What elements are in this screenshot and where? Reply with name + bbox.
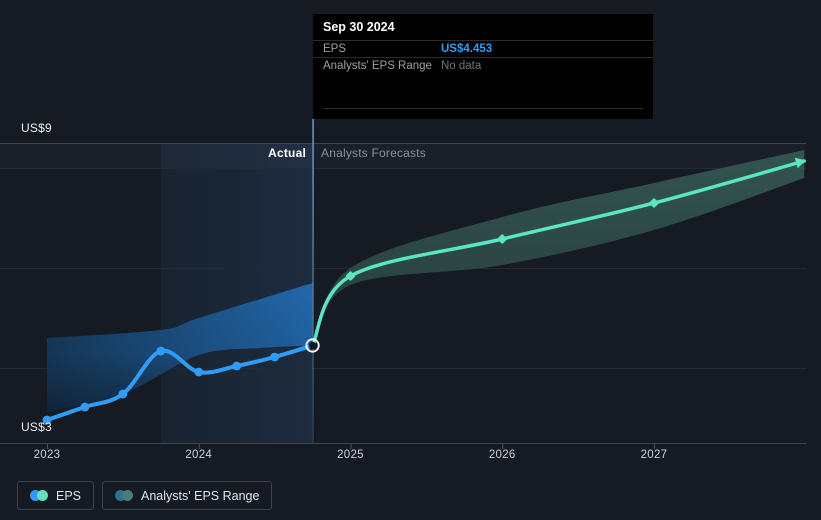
x-axis-label-2027: 2027: [640, 449, 668, 461]
eps-point[interactable]: [80, 402, 90, 412]
x-axis-label-2023: 2023: [33, 449, 61, 461]
hover-point-ring: [305, 338, 320, 353]
eps-point[interactable]: [232, 361, 242, 371]
actual-section-label: Actual: [268, 146, 306, 160]
y-axis-label-top: US$9: [21, 121, 52, 135]
forecast-end-arrow-icon: [794, 157, 806, 169]
eps-point[interactable]: [270, 352, 280, 362]
eps-legend-icon: [30, 490, 48, 501]
eps-range-history-band-shade: [47, 283, 313, 412]
forecast-section-label: Analysts Forecasts: [321, 146, 426, 160]
legend: EPS Analysts' EPS Range: [17, 481, 273, 510]
chart-tooltip: Sep 30 2024 EPS US$4.453 Analysts' EPS R…: [313, 14, 653, 119]
hover-point[interactable]: [308, 341, 317, 350]
tooltip-range-label: Analysts' EPS Range: [323, 60, 432, 72]
tooltip-eps-value: US$4.453: [441, 43, 493, 55]
forecast-point[interactable]: [345, 271, 356, 281]
forecast-line: [310, 159, 806, 348]
header-strip: [0, 143, 806, 169]
x-axis-label-2024: 2024: [185, 449, 213, 461]
x-axis-label-2025: 2025: [337, 449, 364, 461]
legend-toggle-analysts-eps-range[interactable]: Analysts' EPS Range: [102, 481, 273, 510]
legend-eps-label: EPS: [56, 488, 82, 503]
eps-point[interactable]: [156, 346, 166, 356]
tooltip-range-value: No data: [441, 60, 482, 72]
y-axis-label-bottom: US$3: [21, 420, 52, 434]
forecast-point[interactable]: [497, 234, 507, 244]
eps-point[interactable]: [194, 367, 204, 377]
eps-point[interactable]: [118, 389, 128, 399]
x-ticks: [47, 444, 655, 449]
legend-range-label: Analysts' EPS Range: [141, 488, 260, 503]
analysts-range-forecast-band: [312, 150, 805, 346]
x-axis-label-2026: 2026: [488, 449, 516, 461]
legend-toggle-eps[interactable]: EPS: [17, 481, 95, 510]
forecast-point[interactable]: [649, 198, 659, 208]
analysts-range-legend-icon: [115, 490, 134, 501]
tooltip-date: Sep 30 2024: [313, 14, 653, 41]
tooltip-eps-row: EPS US$4.453: [313, 41, 653, 58]
eps-point[interactable]: [42, 415, 52, 425]
tooltip-range-row: Analysts' EPS Range No data: [313, 58, 653, 74]
tooltip-eps-label: EPS: [323, 43, 347, 55]
tooltip-footer-divider: [323, 108, 643, 109]
